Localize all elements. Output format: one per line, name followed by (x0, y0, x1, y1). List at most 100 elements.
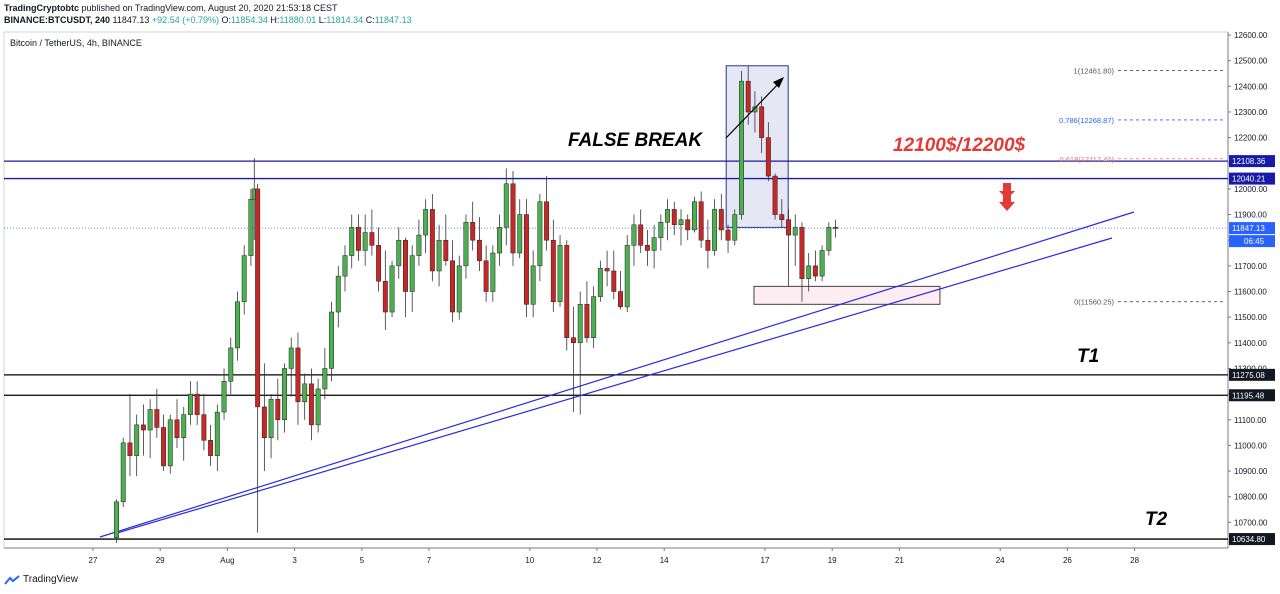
t2-label: T2 (1145, 509, 1168, 530)
candle-body (698, 201, 704, 241)
level-price-tag (1229, 222, 1275, 235)
price-change: +92.54 (+0.79%) (151, 15, 219, 25)
candle-body (201, 414, 207, 441)
x-tick-label: 29 (156, 556, 165, 565)
candle-body (483, 260, 489, 292)
candle-body (194, 393, 200, 415)
candle-body (591, 296, 597, 338)
candle-body (429, 209, 435, 272)
candle-body (725, 229, 731, 241)
publish-header: TradingCryptobtc published on TradingVie… (4, 3, 338, 14)
x-tick-label: 21 (895, 556, 904, 565)
candle-body (732, 214, 738, 241)
level-price-tag (1229, 533, 1275, 546)
candle-body (577, 304, 583, 344)
candle-body (759, 106, 765, 138)
candle-body (658, 221, 664, 238)
x-tick-label: 26 (1063, 556, 1072, 565)
level-price-label: 10634.80 (1232, 535, 1266, 544)
false-break-box (725, 65, 789, 228)
countdown-label: 06:45 (1244, 237, 1265, 246)
x-tick-label: 7 (427, 556, 432, 565)
candle-body (355, 227, 361, 251)
y-tick-label: 12000.00 (1234, 185, 1268, 194)
candle-body (436, 239, 442, 272)
candle-body (349, 227, 355, 256)
candle-body (779, 214, 785, 220)
target-label: 12100$/12200$ (893, 135, 1026, 156)
tradingview-logo-icon (4, 574, 20, 585)
fib-level-label: 1(12461.80) (1074, 66, 1115, 75)
candle-body (611, 270, 617, 292)
high-value: 11880.01 (279, 15, 317, 25)
candle-body (476, 239, 482, 261)
y-tick-label: 11600.00 (1234, 288, 1267, 297)
level-price-label: 12108.36 (1232, 157, 1266, 166)
candle-body (288, 347, 294, 369)
ohlc-header: BINANCE:BTCUSDT, 240 11847.13 +92.54 (+0… (4, 15, 412, 26)
candle-body (416, 234, 422, 256)
t1-label: T1 (1077, 346, 1099, 367)
fib-level-label: 0.618(12117.40) (1060, 155, 1115, 164)
open-value: 11854.34 (231, 15, 268, 25)
candle-body (571, 337, 576, 344)
footer-brand: TradingView (23, 574, 79, 585)
chart-title: Bitcoin / TetherUS, 4h, BINANCE (10, 38, 142, 48)
candle-body (187, 393, 193, 415)
y-tick-label: 11000.00 (1234, 441, 1267, 450)
candle-body (765, 137, 771, 177)
candle-body (772, 175, 778, 215)
candle-body (389, 265, 395, 313)
candle-body (826, 227, 832, 251)
x-tick-label: 14 (660, 556, 669, 565)
close-value: 11847.13 (374, 15, 412, 25)
candle-body (335, 275, 341, 313)
published-text: published on TradingView.com, August 20,… (81, 3, 338, 13)
fib-level-label: 0(11560.25) (1074, 298, 1114, 307)
candle-body (214, 411, 220, 456)
false-break-arrow-line (725, 79, 783, 139)
candle-body (712, 209, 718, 251)
candle-body (685, 219, 691, 231)
candle-body (275, 398, 281, 421)
high-label: H: (270, 15, 280, 25)
candle-body (134, 424, 140, 456)
candle-body (302, 383, 308, 403)
open-label: O: (221, 15, 232, 25)
x-tick-label: 19 (828, 556, 837, 565)
x-tick-label: 27 (89, 556, 98, 565)
candle-body (315, 388, 321, 426)
support-zone-box (753, 285, 941, 305)
x-tick-label: 3 (292, 556, 297, 565)
level-price-label: 11275.08 (1232, 371, 1265, 380)
y-tick-label: 10800.00 (1234, 493, 1268, 502)
candle-body (450, 260, 455, 313)
trendline (116, 237, 1113, 534)
false-break-label: FALSE BREAK (568, 130, 703, 151)
candle-body (691, 201, 697, 231)
candle-body (490, 252, 496, 292)
candle-body (362, 232, 368, 251)
candle-body (396, 239, 402, 267)
candle-body (597, 268, 603, 297)
candle-body (705, 239, 711, 251)
candle-body (739, 80, 744, 215)
candle-body (154, 409, 160, 428)
candle-body (624, 245, 630, 308)
level-price-label: 11195.48 (1232, 391, 1265, 400)
candle-body (644, 245, 650, 251)
candle-body (550, 239, 556, 303)
down-arrow-icon (999, 194, 1015, 211)
candle-body (819, 250, 825, 277)
y-tick-label: 12200.00 (1234, 134, 1268, 143)
candle-body (342, 255, 348, 277)
candle-body (584, 304, 590, 338)
candle-body (470, 221, 476, 241)
candle-body (282, 368, 287, 421)
candle-body (812, 265, 818, 277)
candle-body (241, 255, 247, 303)
candle-body (463, 221, 469, 267)
candle-body (510, 183, 516, 254)
false-break-arrowhead-icon (773, 77, 784, 88)
